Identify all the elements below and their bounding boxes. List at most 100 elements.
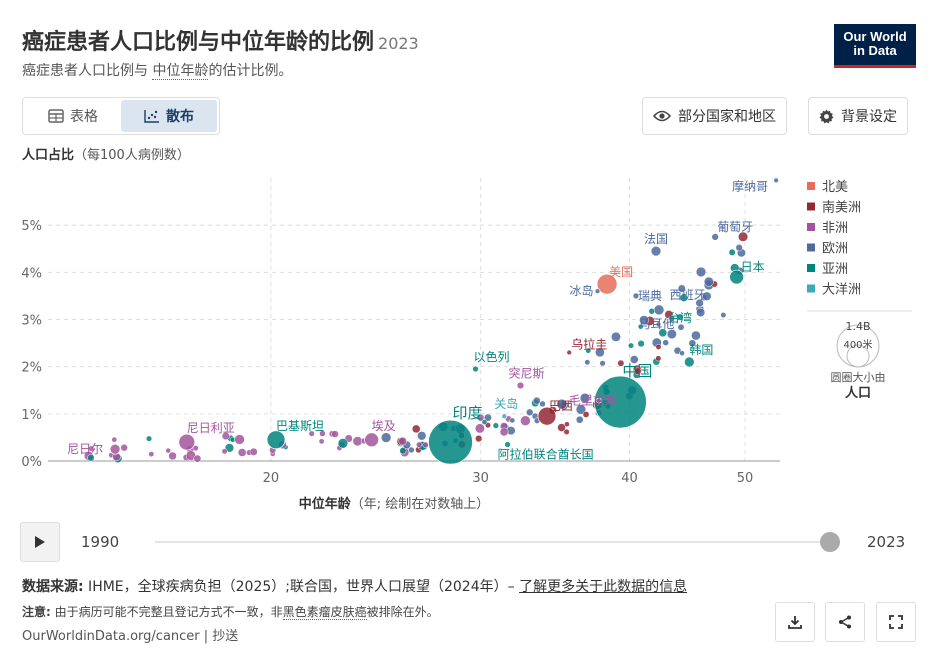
data-point bbox=[481, 419, 488, 425]
data-point bbox=[557, 423, 566, 432]
data-point-印度 bbox=[428, 419, 473, 465]
data-point bbox=[595, 347, 605, 358]
timeline-start-year[interactable]: 1990 bbox=[81, 533, 120, 551]
legend-label: 大洋洲 bbox=[822, 283, 861, 298]
x-tick-label: 40 bbox=[621, 471, 638, 486]
select-countries-button[interactable]: 部分国家和地区 bbox=[642, 97, 787, 135]
data-point bbox=[628, 342, 634, 349]
footer-url-line: OurWorldinData.org/cancer | 抄送 bbox=[22, 629, 239, 644]
legend-label: 北美 bbox=[822, 180, 848, 195]
data-point-瑞典 bbox=[632, 292, 640, 300]
data-point bbox=[677, 284, 686, 293]
point-label: 日本 bbox=[741, 260, 765, 274]
point-label: 乌拉圭 bbox=[571, 337, 607, 352]
point-label: 尼日利亚 bbox=[187, 421, 235, 435]
data-point-法国 bbox=[650, 245, 662, 257]
timeline-track[interactable] bbox=[155, 541, 830, 543]
logo-line2: in Data bbox=[853, 43, 897, 58]
point-label: 冰岛 bbox=[570, 283, 594, 298]
data-point bbox=[575, 404, 587, 415]
y-tick-label: 2% bbox=[21, 361, 42, 376]
play-button[interactable] bbox=[20, 522, 60, 562]
timeline-controls: 1990 2023 bbox=[20, 522, 920, 562]
data-point-马耳他 bbox=[655, 321, 662, 328]
data-point bbox=[520, 415, 531, 426]
tab-scatter[interactable]: 散布 bbox=[121, 100, 217, 132]
tab-scatter-label: 散布 bbox=[166, 109, 194, 125]
data-point-关岛 bbox=[501, 413, 508, 420]
legend-label: 非洲 bbox=[822, 221, 848, 236]
data-point bbox=[165, 447, 171, 454]
point-label: 尼日尔 bbox=[67, 441, 103, 456]
settings-button[interactable]: 背景设定 bbox=[808, 97, 908, 135]
y-axis-label: 人口占比（每100人病例数） bbox=[22, 147, 190, 163]
data-point bbox=[564, 421, 570, 427]
site-url-link[interactable]: OurWorldinData.org/cancer bbox=[22, 629, 200, 644]
share-button[interactable] bbox=[825, 602, 865, 642]
source-line: 数据来源: IHME，全球疾病负担（2025）;联合国，世界人口展望（2024年… bbox=[22, 576, 687, 596]
size-legend-small-label: 400米 bbox=[843, 338, 872, 351]
point-label: 台湾 bbox=[668, 310, 692, 325]
x-axis-label: 中位年龄（年; 绘制在对数轴上） bbox=[299, 496, 490, 512]
fullscreen-button[interactable] bbox=[876, 602, 916, 642]
data-point bbox=[556, 398, 567, 410]
subtitle-link[interactable]: 中位年龄 bbox=[152, 63, 209, 80]
data-point bbox=[319, 430, 326, 437]
point-label: 美国 bbox=[609, 265, 633, 279]
cite-link[interactable]: 抄送 bbox=[212, 629, 239, 644]
data-point bbox=[688, 339, 697, 348]
note-link[interactable]: 黑色素瘤皮肤癌 bbox=[282, 605, 367, 620]
size-legend-title: 圆圈大小由 bbox=[831, 370, 886, 384]
data-point-葡萄牙 bbox=[711, 233, 720, 241]
point-label: 印度 bbox=[453, 404, 483, 422]
timeline-end-year[interactable]: 2023 bbox=[867, 533, 906, 551]
data-point bbox=[484, 413, 492, 422]
point-label: 韩国 bbox=[689, 342, 713, 357]
data-point bbox=[148, 451, 155, 458]
data-point bbox=[145, 435, 153, 442]
point-label: 巴基斯坦 bbox=[276, 419, 324, 433]
legend-swatch bbox=[807, 202, 815, 211]
data-point bbox=[696, 307, 706, 317]
x-tick-label: 50 bbox=[737, 471, 754, 486]
data-point-台湾 bbox=[676, 313, 684, 321]
point-label: 以色列 bbox=[473, 350, 509, 364]
data-point bbox=[308, 430, 315, 437]
legend-swatch bbox=[807, 182, 815, 190]
data-point bbox=[539, 400, 546, 408]
data-point bbox=[575, 415, 584, 424]
y-tick-label: 5% bbox=[21, 219, 42, 234]
data-point bbox=[585, 347, 592, 354]
data-point bbox=[337, 438, 349, 449]
data-point bbox=[579, 393, 591, 404]
point-label: 马耳他 bbox=[638, 317, 674, 331]
data-point bbox=[398, 436, 407, 446]
size-legend-title-2: 人口 bbox=[845, 385, 871, 401]
data-point bbox=[637, 323, 644, 330]
subtitle-pre: 癌症患者人口比例与 bbox=[22, 63, 153, 79]
owid-logo[interactable]: Our World in Data bbox=[834, 24, 916, 68]
fullscreen-icon bbox=[889, 615, 903, 629]
data-point bbox=[88, 445, 95, 452]
data-point bbox=[629, 355, 639, 364]
data-point bbox=[416, 441, 423, 448]
x-tick-label: 30 bbox=[472, 471, 489, 486]
legend-label: 南美洲 bbox=[822, 200, 861, 216]
data-point bbox=[399, 447, 407, 455]
point-label: 关岛 bbox=[494, 396, 518, 411]
point-label: 中国 bbox=[622, 362, 652, 380]
data-point-埃及 bbox=[364, 432, 380, 448]
point-label: 瑞典 bbox=[638, 289, 662, 303]
x-axis-label-main: 中位年龄 bbox=[299, 496, 352, 512]
data-point bbox=[666, 329, 677, 340]
data-point bbox=[584, 359, 591, 366]
data-point bbox=[417, 431, 427, 441]
tab-table[interactable]: 表格 bbox=[25, 100, 121, 132]
data-point bbox=[509, 417, 516, 424]
learn-more-link[interactable]: 了解更多关于此数据的信息 bbox=[519, 579, 688, 595]
scatter-icon bbox=[144, 110, 159, 123]
timeline-handle[interactable] bbox=[820, 532, 840, 552]
gear-icon bbox=[819, 108, 834, 123]
y-axis-label-main: 人口占比 bbox=[22, 147, 74, 163]
download-button[interactable] bbox=[775, 602, 815, 642]
